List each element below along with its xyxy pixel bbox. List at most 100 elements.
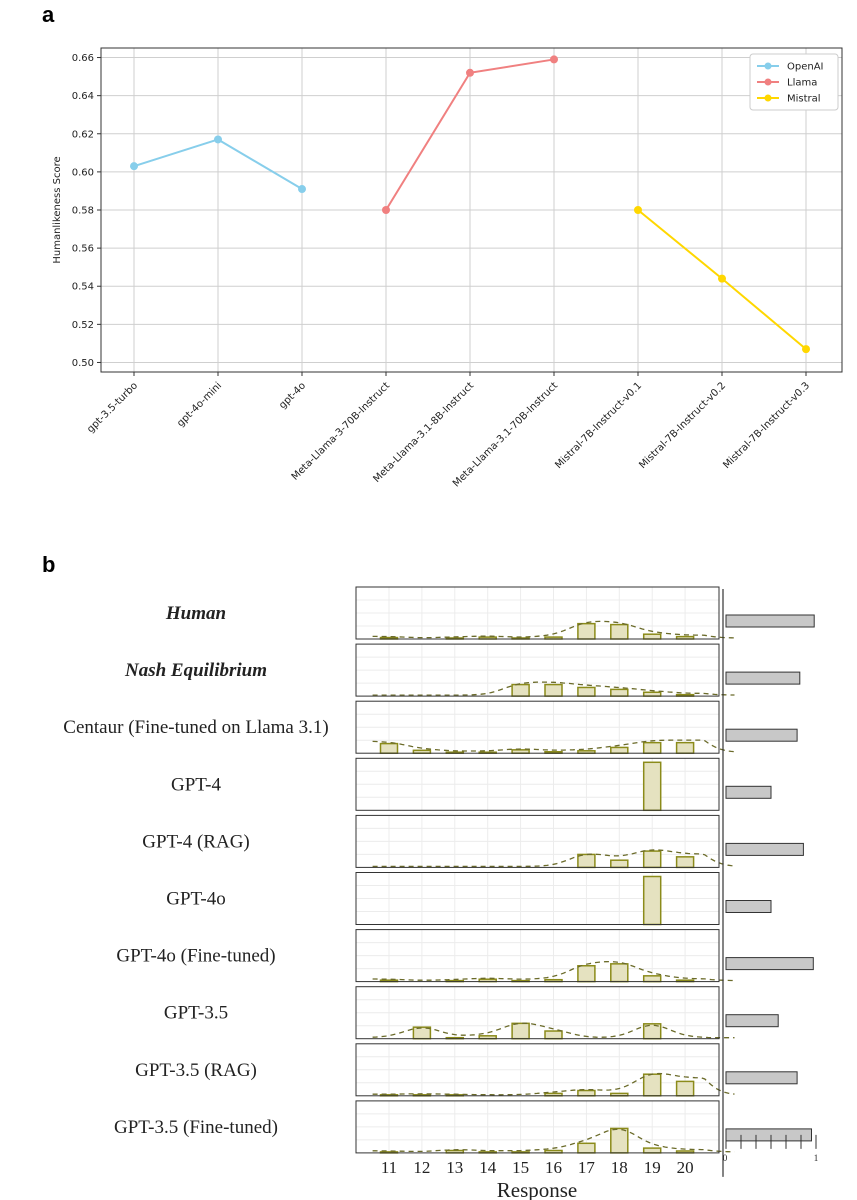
histogram-bar — [642, 761, 662, 812]
density-curve — [372, 1128, 735, 1153]
x-tick-label: 14 — [479, 1158, 497, 1177]
row-panel-frame — [355, 814, 720, 868]
x-tick-label: gpt-4o-mini — [175, 380, 224, 429]
summary-tick-label: 0 — [723, 1153, 728, 1163]
histogram-bar — [675, 856, 695, 869]
histogram-bar — [511, 1022, 530, 1040]
summary-bar — [725, 1128, 812, 1142]
row-panel-frame — [355, 872, 720, 925]
density-curve — [372, 849, 735, 868]
data-point-llama — [382, 206, 390, 214]
legend-box — [749, 53, 839, 111]
y-axis-label: Humanlikeness Score — [52, 156, 63, 263]
histogram-bar — [544, 1030, 563, 1040]
histogram-bar — [577, 1089, 596, 1097]
histogram-bar — [610, 688, 629, 697]
panel-b-letter: b — [42, 552, 56, 577]
row-4: GPT-4 (RAG) — [142, 814, 804, 869]
histogram-bar — [675, 741, 695, 754]
legend-marker — [764, 78, 772, 86]
row-label: GPT-4o — [166, 889, 225, 910]
data-point-openai — [298, 185, 306, 194]
density-curve — [372, 1022, 735, 1039]
row-label: Centaur (Fine-tuned on Llama 3.1) — [63, 717, 328, 738]
histogram-bar — [610, 746, 629, 754]
data-point-openai — [130, 162, 138, 171]
histogram-bar — [610, 623, 629, 640]
x-tick-label: 20 — [677, 1158, 694, 1177]
row-2: Centaur (Fine-tuned on Llama 3.1) — [63, 700, 798, 754]
summary-bar — [725, 671, 801, 685]
row-label: Nash Equilibrium — [124, 660, 267, 681]
row-0: Human — [165, 586, 815, 640]
x-tick-label: Meta-Llama-3-70B-Instruct — [290, 380, 392, 482]
x-tick-label: 16 — [545, 1158, 562, 1177]
row-panel-frame — [355, 986, 720, 1040]
x-tick-label: 13 — [446, 1158, 463, 1177]
x-tick-label: 17 — [578, 1158, 596, 1177]
x-tick-label: 12 — [413, 1158, 430, 1177]
histogram-bar — [379, 742, 399, 754]
row-9: GPT-3.5 (Fine-tuned) — [114, 1100, 812, 1154]
histogram-bar — [642, 691, 662, 697]
histogram-bar — [610, 963, 629, 983]
legend-label-llama: Llama — [787, 78, 817, 89]
line-chart-panel-a: 0.50 0.52 0.54 0.56 0.58 0.60 0.62 0.64 0.66 gpt-… — [52, 47, 843, 490]
histogram-bar — [544, 683, 563, 697]
histogram-bar — [675, 1080, 695, 1097]
summary-bar — [725, 785, 772, 799]
row-label: GPT-4 (RAG) — [142, 831, 250, 852]
x-tick-label: gpt-3.5-turbo — [85, 380, 140, 435]
histogram-bar — [610, 859, 629, 869]
data-point-llama — [466, 68, 474, 77]
row-label: GPT-4o (Fine-tuned) — [116, 946, 275, 967]
legend-marker — [764, 94, 772, 102]
histogram-bar — [577, 686, 596, 697]
y-tick-label: 0.52 — [72, 320, 94, 331]
density-curve — [372, 1072, 735, 1096]
histogram-bar — [642, 741, 662, 754]
y-tick-label: 0.64 — [72, 91, 94, 102]
histogram-bar — [577, 965, 596, 983]
summary-bar — [725, 1014, 779, 1028]
x-tick-label: Meta-Llama-3.1-8B-Instruct — [371, 380, 476, 485]
row-3: GPT-4 — [171, 757, 772, 812]
legend-label-mistral: Mistral — [787, 94, 821, 105]
legend: OpenAI Llama Mistral — [749, 53, 839, 111]
density-curve — [372, 739, 735, 753]
y-tick-label: 0.56 — [72, 244, 94, 255]
summary-tick-label: 1 — [814, 1153, 819, 1163]
y-tick-label: 0.50 — [72, 358, 94, 369]
y-tick-label: 0.62 — [72, 129, 94, 140]
row-1: Nash Equilibrium — [124, 643, 801, 697]
y-tick-label: 0.66 — [72, 53, 94, 64]
histogram-bar — [577, 622, 596, 640]
histogram-bar — [642, 875, 662, 926]
histogram-panel-b: Human Nash Equilibrium Centaur (Fine-tuned… — [63, 586, 819, 1200]
histogram-bar — [642, 975, 662, 983]
row-panel-frame — [355, 700, 720, 754]
histogram-bar — [511, 749, 530, 754]
row-8: GPT-3.5 (RAG) — [135, 1043, 798, 1097]
summary-bar — [725, 728, 798, 742]
row-panel-frame — [355, 1100, 720, 1154]
histogram-bar — [642, 1073, 662, 1097]
row-label: Human — [165, 603, 226, 624]
y-tick-label: 0.54 — [72, 282, 94, 293]
density-curve — [372, 960, 735, 982]
row-panel-frame — [355, 643, 720, 697]
density-curve — [372, 681, 735, 696]
histogram-bar — [642, 850, 662, 869]
summary-bar — [725, 957, 814, 971]
x-tick-label: 15 — [512, 1158, 529, 1177]
panel-a-letter: a — [42, 2, 55, 27]
row-label: GPT-3.5 (Fine-tuned) — [114, 1117, 278, 1138]
histogram-bar — [577, 853, 596, 869]
row-label: GPT-3.5 (RAG) — [135, 1060, 257, 1081]
histogram-bar — [642, 1147, 662, 1154]
summary-bar — [725, 614, 815, 628]
data-point-mistral — [634, 206, 642, 214]
histogram-bar — [511, 683, 530, 697]
x-tick-label: Mistral-7B-Instruct-v0.3 — [721, 380, 812, 471]
summary-bar — [725, 1071, 798, 1085]
